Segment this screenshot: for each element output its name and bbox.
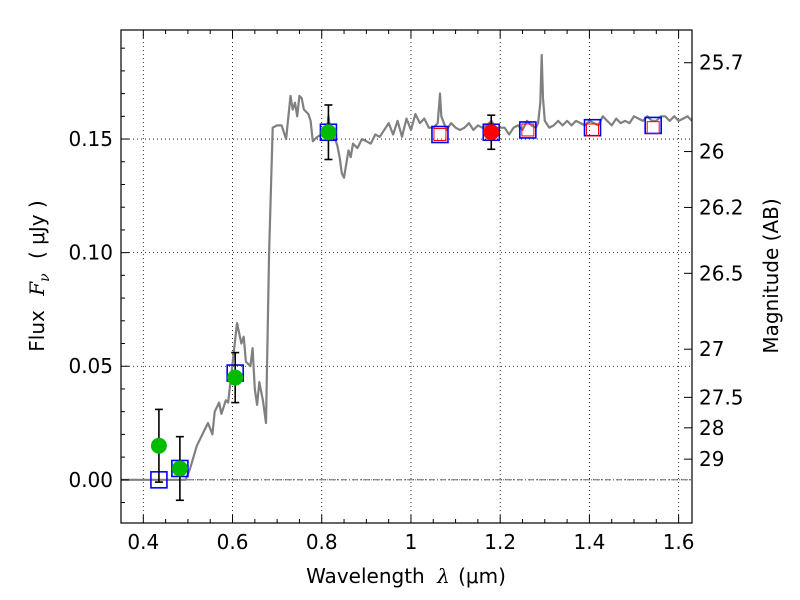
detection-point (227, 369, 244, 386)
y2-tick-label: 27 (699, 337, 724, 361)
y2-tick-label: 26.2 (699, 195, 744, 219)
model-photometry-square (431, 125, 449, 144)
detection-point (171, 460, 188, 477)
plot-frame (120, 29, 693, 524)
y2-tick-label: 28 (699, 416, 724, 440)
y2-tick-label: 27.5 (699, 385, 744, 409)
y-tick-label: 0.05 (68, 354, 113, 378)
detection-point (320, 124, 337, 141)
x-tick-label: 1.6 (663, 530, 695, 554)
x-tick-label: 0.6 (217, 530, 249, 554)
y2-tick-label: 29 (699, 447, 724, 471)
x-tick-label: 1.2 (484, 530, 516, 554)
marker-layer (150, 104, 662, 502)
y2-tick-label: 25.7 (699, 51, 744, 75)
y2-tick-label: 26 (699, 140, 724, 164)
x-tick-label: 1 (405, 530, 418, 554)
y2-axis-label: Magnitude (AB) (759, 198, 783, 353)
ticks: 0.4 0.6 0.8 1 1.2 1.4 1.6 0.00 0.05 0.10 0.15 25.7 2… (68, 30, 744, 554)
x-tick-label: 0.8 (306, 530, 338, 554)
y-tick-label: 0.00 (68, 468, 113, 492)
y-axis-label: Flux Fν ( μJy ) (25, 200, 54, 351)
detection-point (150, 437, 167, 454)
x-axis-label: Wavelength λ (μm) (306, 564, 506, 588)
limit-marker-square (521, 123, 535, 137)
limit-marker-square (646, 121, 660, 135)
y-tick-label: 0.10 (68, 241, 113, 265)
model-spectrum-layer (121, 53, 692, 481)
y2-tick-label: 26.5 (699, 261, 744, 285)
x-tick-label: 0.4 (127, 530, 159, 554)
limit-marker-square (586, 123, 600, 137)
x-tick-label: 1.4 (573, 530, 605, 554)
model-spectrum-line (121, 53, 692, 481)
detection-point (483, 124, 500, 141)
model-photometry-square (519, 121, 537, 139)
y-tick-label: 0.15 (68, 127, 113, 151)
limit-marker-square (433, 128, 447, 142)
